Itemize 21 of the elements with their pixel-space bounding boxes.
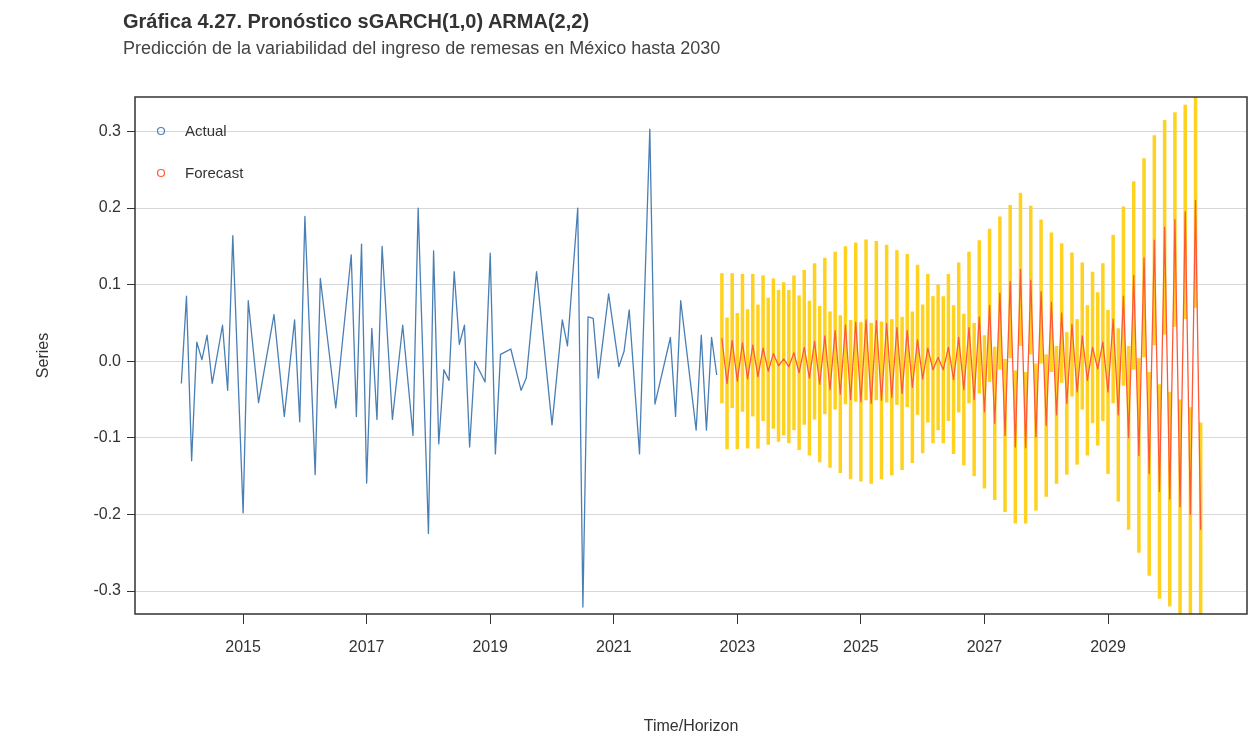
y-tick-label: -0.1	[93, 428, 122, 446]
x-axis-title: Time/Horizon	[643, 716, 739, 734]
legend-label: Actual	[185, 122, 227, 140]
x-tick-label: 2027	[966, 638, 1003, 656]
y-tick-label: 0.3	[98, 121, 122, 139]
chart-title: Gráfica 4.27. Pronóstico sGARCH(1,0) ARMA(2,2)	[123, 10, 590, 33]
y-axis-title: Series	[34, 332, 52, 379]
x-tick-label: 2025	[843, 638, 879, 656]
y-tick-label: -0.2	[93, 504, 122, 522]
y-tick-label: 0.0	[98, 351, 122, 369]
x-tick-label: 2019	[472, 638, 509, 656]
x-tick-label: 2017	[348, 638, 385, 656]
x-tick-label: 2029	[1090, 638, 1126, 656]
y-tick-label: 0.1	[98, 275, 122, 293]
y-tick-label: 0.2	[98, 198, 122, 216]
x-tick-label: 2021	[595, 638, 632, 656]
legend-label: Forecast	[185, 164, 245, 182]
x-tick-label: 2015	[225, 638, 262, 656]
chart-subtitle: Predicción de la variabilidad del ingreso de remesas en México hasta 2030	[123, 38, 721, 59]
x-tick-label: 2023	[719, 638, 756, 656]
y-tick-label: -0.3	[93, 581, 122, 599]
